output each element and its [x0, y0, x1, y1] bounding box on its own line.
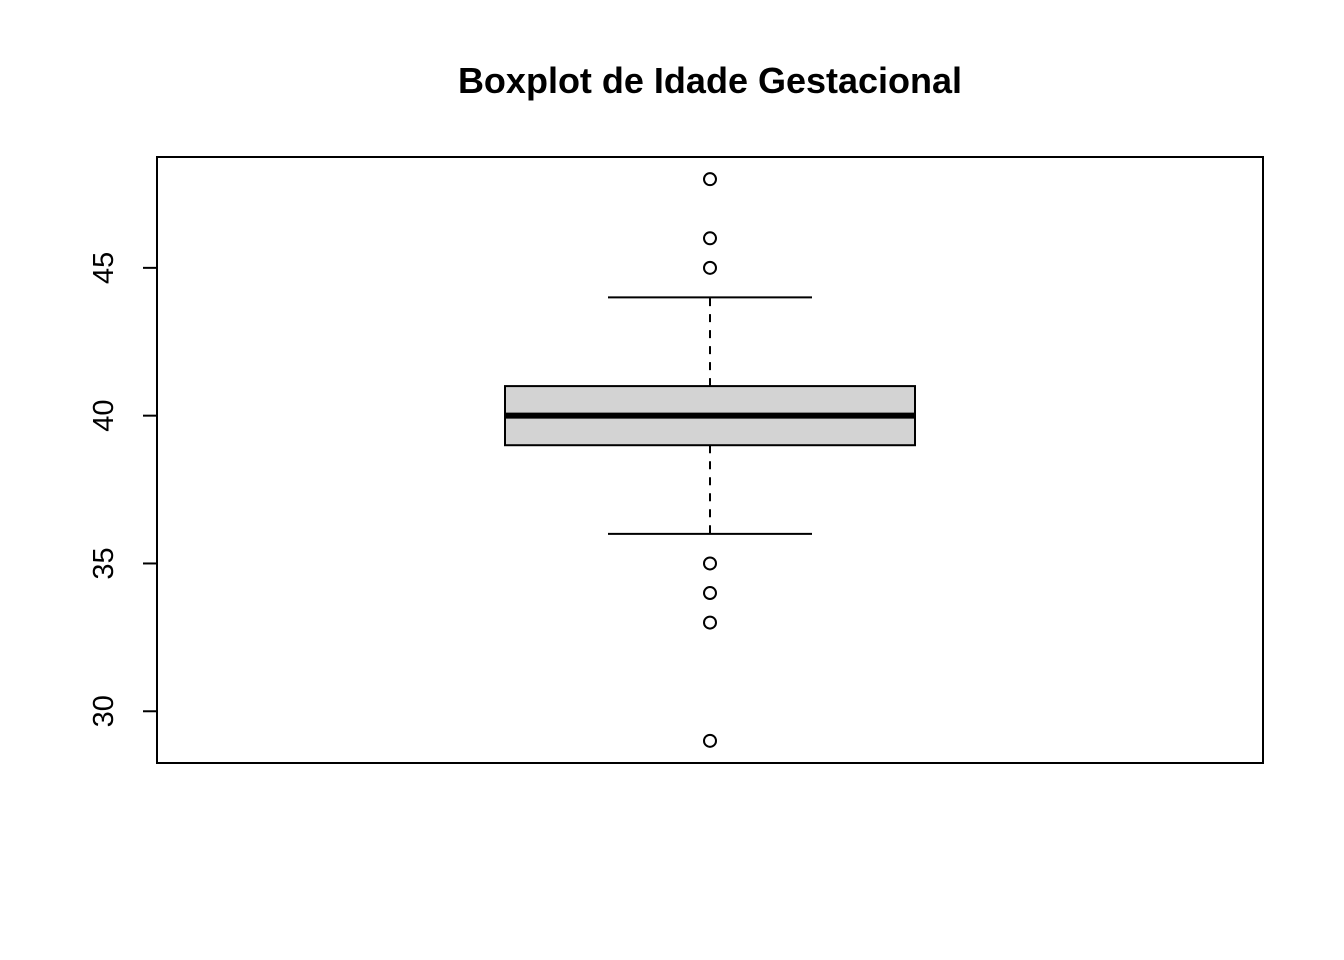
outlier-point-6 — [703, 733, 717, 748]
outlier-point-3 — [703, 556, 717, 571]
box-group — [504, 172, 916, 748]
y-tick-label-45: 45 — [88, 252, 120, 284]
outlier-point-0 — [703, 172, 717, 187]
outlier-point-5 — [703, 615, 717, 630]
outlier-point-2 — [703, 260, 717, 275]
outlier-point-4 — [703, 586, 717, 601]
y-axis: 30 35 40 45 — [88, 252, 158, 727]
chart-title: Boxplot de Idade Gestacional — [458, 60, 962, 101]
y-tick-label-30: 30 — [88, 695, 120, 727]
outlier-point-1 — [703, 231, 717, 246]
y-tick-label-35: 35 — [88, 547, 120, 579]
y-tick-label-40: 40 — [88, 400, 120, 432]
